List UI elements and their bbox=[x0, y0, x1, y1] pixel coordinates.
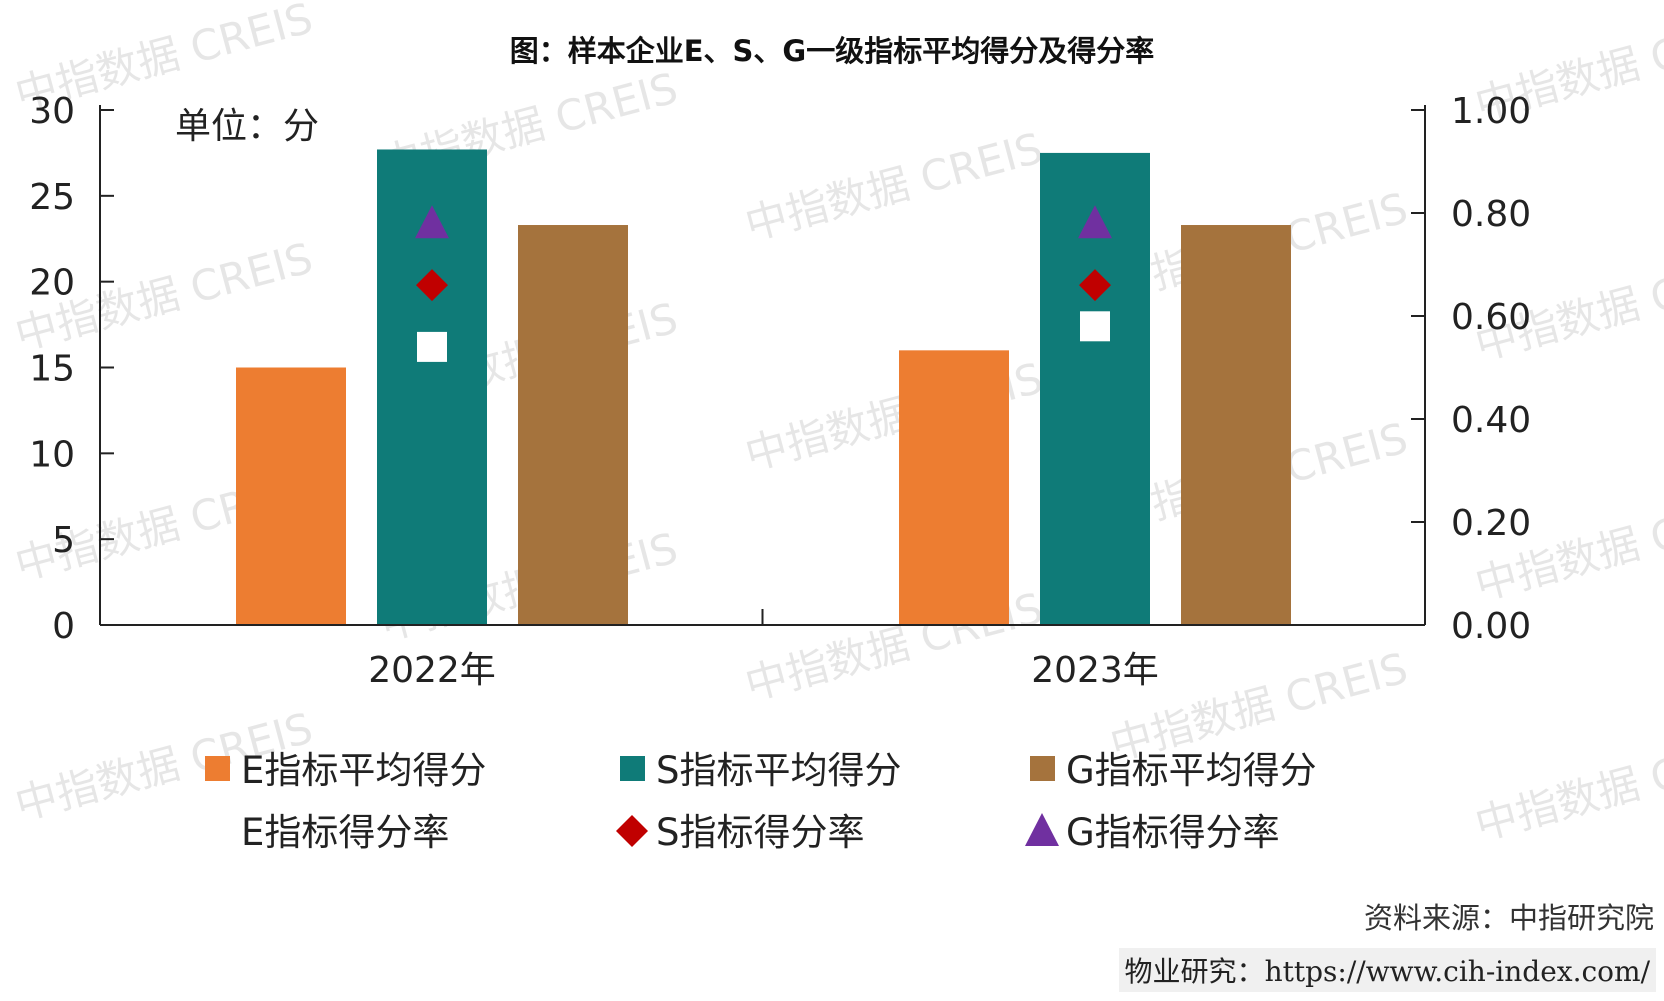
y-right-tick-label: 0.20 bbox=[1451, 503, 1531, 544]
legend-marker-e-rate bbox=[202, 816, 232, 846]
y-left-tick-label: 30 bbox=[29, 91, 75, 132]
y-left-tick-label: 20 bbox=[29, 263, 75, 304]
source-note: 资料来源：中指研究院 bbox=[1363, 901, 1654, 935]
legend-label: G指标平均得分 bbox=[1066, 749, 1317, 792]
bar-g-score bbox=[1181, 225, 1291, 625]
x-tick-label: 2023年 bbox=[1031, 650, 1159, 691]
marker-e-rate bbox=[1080, 311, 1110, 342]
legend-swatch-g-score bbox=[1030, 756, 1055, 781]
site-prefix: 物业研究： bbox=[1124, 955, 1265, 988]
legend: E指标平均得分 S指标平均得分 G指标平均得分 E指标得分率 S指标得分率 G指标得分率 bbox=[202, 749, 1317, 854]
markers-layer bbox=[415, 205, 1112, 362]
y-left-tick-label: 15 bbox=[29, 349, 75, 390]
y-left-tick-label: 25 bbox=[29, 177, 75, 218]
marker-g-rate bbox=[415, 205, 449, 239]
y-right-tick-label: 0.40 bbox=[1451, 400, 1531, 441]
y-left-tick-label: 10 bbox=[29, 434, 75, 475]
y-right-tick-label: 1.00 bbox=[1451, 91, 1531, 132]
x-tick-label: 2022年 bbox=[368, 650, 496, 691]
bar-e-score bbox=[236, 367, 346, 625]
bar-e-score bbox=[899, 350, 1009, 625]
watermark-text: 中指数据 CREIS bbox=[740, 123, 1048, 249]
legend-marker-g-rate bbox=[1025, 813, 1059, 846]
marker-s-rate bbox=[1079, 269, 1111, 302]
chart-title: 图：样本企业E、S、G一级指标平均得分及得分率 bbox=[509, 34, 1155, 68]
y-right-tick-label: 0.80 bbox=[1451, 194, 1531, 235]
legend-swatch-s-score bbox=[620, 756, 645, 781]
y-right-tick-label: 0.60 bbox=[1451, 297, 1531, 338]
legend-label: G指标得分率 bbox=[1066, 811, 1280, 854]
unit-label: 单位：分 bbox=[175, 106, 319, 147]
legend-label: E指标得分率 bbox=[241, 811, 449, 854]
marker-s-rate bbox=[416, 269, 448, 302]
marker-g-rate bbox=[1078, 205, 1112, 239]
legend-swatch-e-score bbox=[205, 756, 230, 781]
marker-e-rate bbox=[417, 331, 447, 362]
y-right-tick-label: 0.00 bbox=[1451, 606, 1531, 647]
site-url: https://www.cih-index.com/ bbox=[1264, 955, 1650, 988]
site-note: 物业研究：https://www.cih-index.com/ bbox=[1118, 948, 1656, 992]
legend-label: S指标得分率 bbox=[656, 811, 865, 854]
y-left-tick-label: 5 bbox=[52, 520, 75, 561]
legend-label: S指标平均得分 bbox=[656, 749, 902, 792]
legend-marker-s-rate bbox=[616, 815, 648, 847]
legend-label: E指标平均得分 bbox=[241, 749, 486, 792]
y-left-tick-label: 0 bbox=[52, 606, 75, 647]
bar-g-score bbox=[518, 225, 628, 625]
watermark-text: 中指数据 CREIS bbox=[1470, 723, 1664, 849]
axes-layer: 0 5 10 15 20 25 30 0.00 0.20 0.40 0.60 0.80 1.00 2022… bbox=[29, 91, 1531, 691]
